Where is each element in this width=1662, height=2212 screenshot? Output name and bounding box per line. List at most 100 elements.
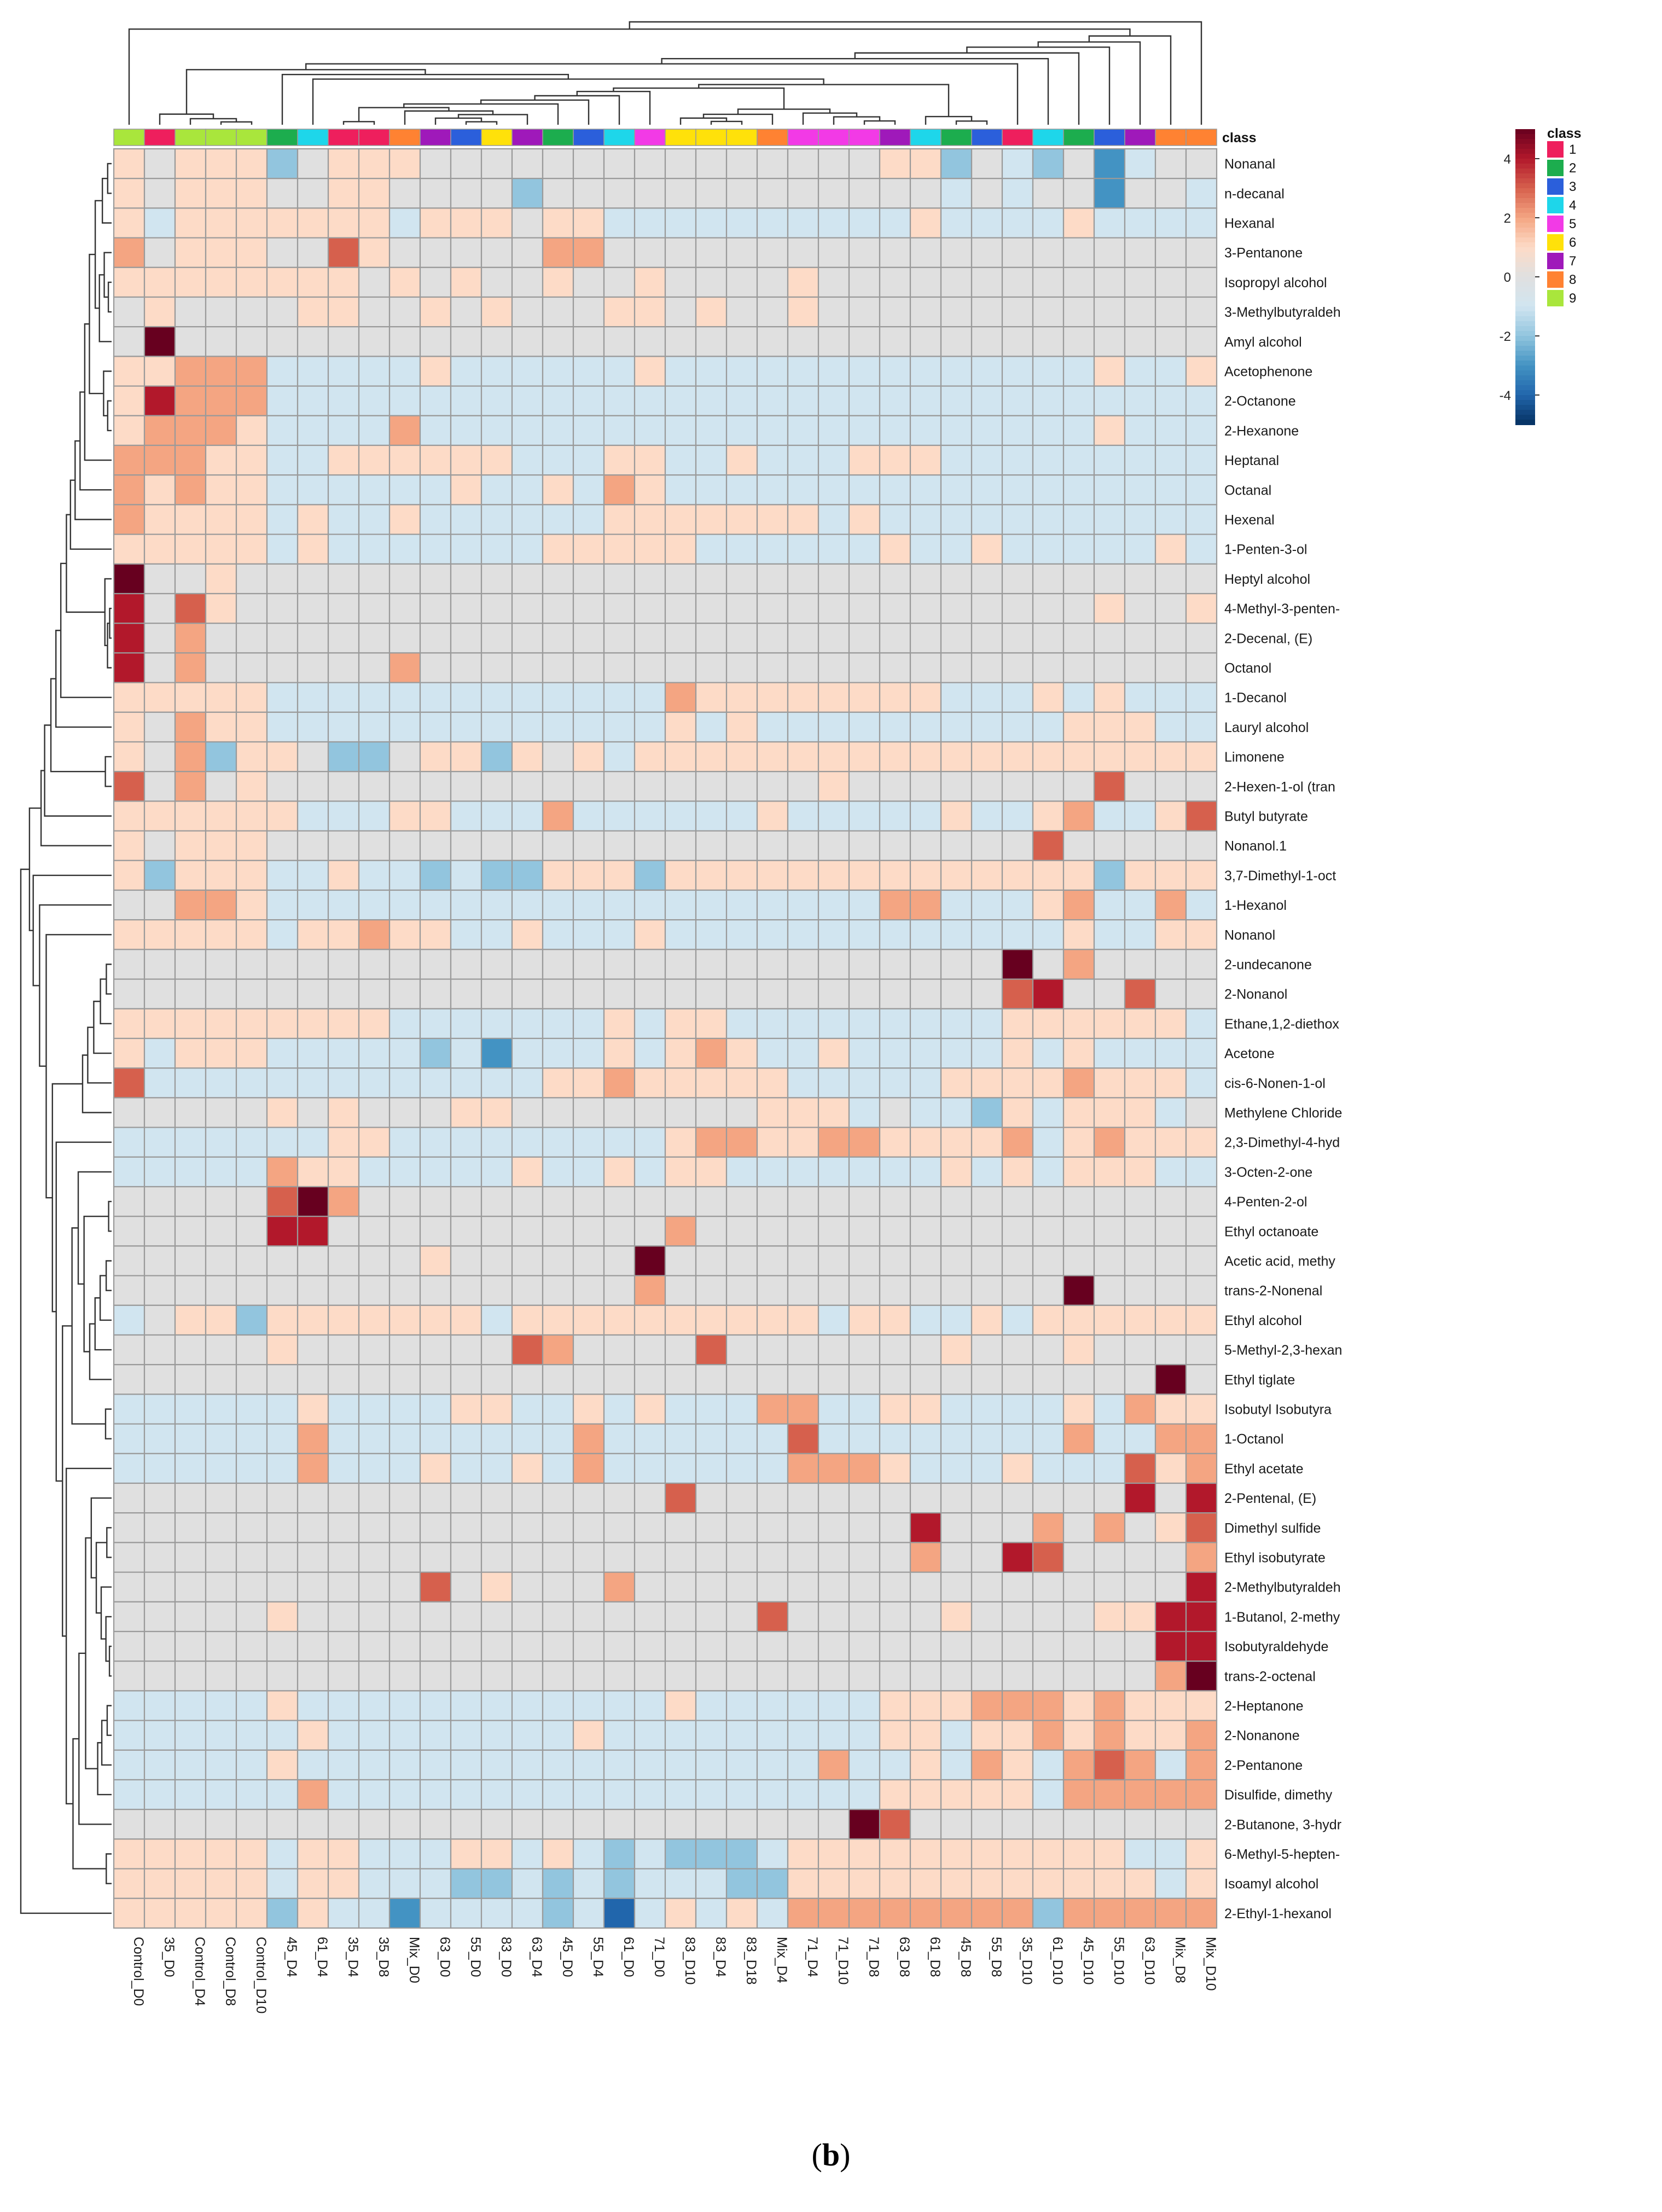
heatmap-cell bbox=[297, 978, 329, 1009]
heatmap-cell bbox=[235, 771, 268, 802]
class-bar-cell bbox=[542, 129, 574, 146]
heatmap-cell bbox=[817, 1809, 850, 1840]
heatmap-cell bbox=[756, 1067, 789, 1099]
heatmap-cell bbox=[695, 1037, 728, 1069]
heatmap-cell bbox=[327, 207, 360, 239]
heatmap-cell bbox=[725, 504, 758, 535]
heatmap-cell bbox=[235, 296, 268, 328]
heatmap-cell bbox=[909, 741, 942, 773]
heatmap-cell bbox=[388, 444, 421, 476]
heatmap-cell bbox=[174, 444, 207, 476]
heatmap-cell bbox=[1154, 1097, 1187, 1128]
color-scale-tick-label: 4 bbox=[1504, 152, 1511, 167]
heatmap-cell bbox=[1124, 1394, 1157, 1425]
heatmap-cell bbox=[634, 1127, 666, 1158]
heatmap-cell bbox=[480, 385, 513, 416]
heatmap-cell bbox=[1062, 771, 1095, 802]
heatmap-cell bbox=[725, 1571, 758, 1603]
heatmap-cell bbox=[1062, 1897, 1095, 1929]
heatmap-cell bbox=[388, 741, 421, 773]
heatmap-cell bbox=[1093, 1008, 1126, 1040]
heatmap-cell bbox=[1062, 207, 1095, 239]
heatmap-cell bbox=[971, 949, 1003, 980]
heatmap-cell bbox=[327, 1749, 360, 1781]
heatmap-cell bbox=[297, 1156, 329, 1188]
heatmap-cell bbox=[879, 1037, 911, 1069]
heatmap-cell bbox=[940, 978, 973, 1009]
heatmap-cell bbox=[113, 1779, 146, 1810]
heatmap-cell bbox=[1185, 741, 1218, 773]
color-legend-title: class bbox=[1547, 126, 1582, 141]
heatmap-cell bbox=[603, 207, 636, 239]
heatmap-cell bbox=[787, 682, 820, 713]
heatmap-cell bbox=[695, 1542, 728, 1573]
heatmap-cell bbox=[1062, 949, 1095, 980]
heatmap-cell bbox=[1001, 1868, 1034, 1899]
heatmap-cell bbox=[480, 860, 513, 891]
heatmap-cell bbox=[480, 1809, 513, 1840]
heatmap-cell bbox=[572, 1512, 605, 1543]
heatmap-cell bbox=[909, 949, 942, 980]
heatmap-cell bbox=[1032, 682, 1065, 713]
heatmap-cell bbox=[450, 1275, 483, 1306]
class-bar-cell bbox=[879, 129, 911, 146]
heatmap-cell bbox=[1001, 415, 1034, 446]
heatmap-cell bbox=[971, 682, 1003, 713]
sample-label: 71_D0 bbox=[652, 1937, 667, 1977]
heatmap-cell bbox=[542, 1156, 574, 1188]
heatmap-cell bbox=[450, 1720, 483, 1751]
heatmap-cell bbox=[297, 949, 329, 980]
heatmap-cell bbox=[572, 1749, 605, 1781]
heatmap-cell bbox=[1032, 1601, 1065, 1633]
heatmap-cell bbox=[879, 1601, 911, 1633]
heatmap-cell bbox=[143, 1008, 176, 1040]
heatmap-cell bbox=[388, 800, 421, 832]
heatmap-cell bbox=[725, 415, 758, 446]
heatmap-cell bbox=[205, 207, 237, 239]
heatmap-cell bbox=[848, 474, 881, 506]
heatmap-cell bbox=[542, 1453, 574, 1484]
color-scale-segment bbox=[1515, 183, 1535, 189]
heatmap-cell bbox=[205, 326, 237, 357]
compound-label: cis-6-Nonen-1-ol bbox=[1224, 1076, 1326, 1091]
heatmap-cell bbox=[174, 266, 207, 298]
heatmap-cell bbox=[1062, 474, 1095, 506]
heatmap-cell bbox=[1001, 356, 1034, 387]
heatmap-cell bbox=[266, 1067, 299, 1099]
heatmap-cell bbox=[817, 1304, 850, 1336]
heatmap-cell bbox=[634, 741, 666, 773]
color-scale-segment bbox=[1515, 306, 1535, 312]
heatmap-cell bbox=[511, 1037, 544, 1069]
dendrogram-branch bbox=[863, 120, 896, 125]
heatmap-cell bbox=[205, 296, 237, 328]
heatmap-cell bbox=[572, 266, 605, 298]
heatmap-cell bbox=[174, 1364, 207, 1395]
heatmap-cell bbox=[940, 771, 973, 802]
heatmap-cell bbox=[511, 1275, 544, 1306]
heatmap-cell bbox=[235, 326, 268, 357]
heatmap-cell bbox=[1001, 1067, 1034, 1099]
heatmap-cell bbox=[971, 266, 1003, 298]
heatmap-cell bbox=[787, 1809, 820, 1840]
heatmap-cell bbox=[480, 1097, 513, 1128]
heatmap-cell bbox=[909, 623, 942, 654]
heatmap-cell bbox=[695, 1601, 728, 1633]
heatmap-cell bbox=[358, 563, 391, 595]
heatmap-cell bbox=[419, 1304, 452, 1336]
class-bar-cell bbox=[940, 129, 972, 146]
heatmap-cell bbox=[787, 474, 820, 506]
heatmap-cell bbox=[1032, 1661, 1065, 1692]
heatmap-cell bbox=[756, 1245, 789, 1276]
dendrogram-branch bbox=[679, 117, 728, 125]
heatmap-cell bbox=[879, 1423, 911, 1454]
heatmap-cell bbox=[1154, 919, 1187, 950]
heatmap-cell bbox=[817, 415, 850, 446]
heatmap-cell bbox=[940, 148, 973, 179]
heatmap-cell bbox=[511, 830, 544, 861]
heatmap-cell bbox=[143, 266, 176, 298]
heatmap-cell bbox=[542, 533, 574, 565]
heatmap-cell bbox=[419, 415, 452, 446]
heatmap-cell bbox=[1185, 1127, 1218, 1158]
heatmap-cell bbox=[572, 1156, 605, 1188]
heatmap-cell bbox=[725, 800, 758, 832]
